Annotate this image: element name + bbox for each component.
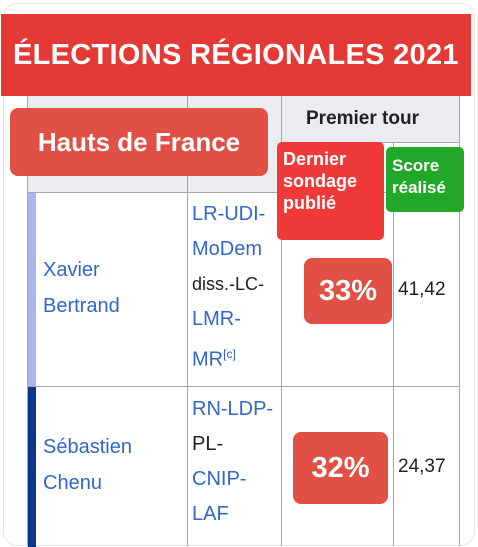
party-link[interactable]: MoDem [192, 238, 263, 260]
poll-header-badge: Dernier sondage publié [277, 142, 384, 240]
table-border [393, 142, 394, 546]
table-border [459, 96, 460, 546]
party-list: LR-UDI- MoDem diss.-LC- LMR- MR[c] [192, 197, 265, 378]
score-header-badge: Score réalisé [386, 147, 464, 212]
party-link[interactable]: MR [192, 348, 224, 371]
party-link[interactable]: LR-UDI- [192, 203, 266, 225]
poll-header-line: publié [283, 193, 336, 213]
party-link[interactable]: RN-LDP- [192, 398, 274, 420]
candidate-name-line[interactable]: Xavier [43, 259, 100, 281]
banner-title: ÉLECTIONS RÉGIONALES 2021 [13, 39, 459, 71]
footnote-link[interactable]: [c] [223, 347, 236, 361]
party-text: PL- [192, 433, 224, 455]
party-link[interactable]: LMR- [192, 308, 241, 330]
party-link[interactable]: CNIP- [192, 468, 247, 490]
score-header-line: Score [392, 156, 440, 175]
party-link[interactable]: LAF [192, 503, 229, 525]
party-text: diss.-LC- [192, 274, 265, 294]
table-border [281, 96, 282, 546]
party-color-bar [28, 387, 36, 547]
candidate-name-line[interactable]: Sébastien [43, 436, 132, 458]
poll-value-badge: 33% [304, 258, 392, 324]
header-cell-round [281, 96, 459, 142]
round-header: Premier tour [306, 108, 419, 129]
candidate-name-line[interactable]: Chenu [43, 472, 102, 494]
table-border [27, 386, 459, 387]
score-value: 41,42 [398, 279, 446, 300]
table-border [187, 96, 188, 546]
score-value: 24,37 [398, 456, 446, 477]
table-border [27, 192, 459, 193]
candidate-name-link[interactable]: Xavier Bertrand [43, 252, 120, 324]
score-header-line: réalisé [392, 178, 446, 197]
table-border [27, 96, 28, 546]
poll-value-badge: 32% [293, 432, 388, 504]
region-label: Hauts de France [10, 108, 268, 176]
party-list: RN-LDP- PL- CNIP- LAF [192, 392, 273, 532]
party-color-bar [28, 193, 36, 386]
poll-header-line: sondage [283, 171, 358, 191]
poll-header-line: Dernier [283, 149, 347, 169]
candidate-name-link[interactable]: Sébastien Chenu [43, 429, 132, 501]
candidate-name-line[interactable]: Bertrand [43, 295, 120, 317]
title-banner: ÉLECTIONS RÉGIONALES 2021 [1, 14, 471, 96]
